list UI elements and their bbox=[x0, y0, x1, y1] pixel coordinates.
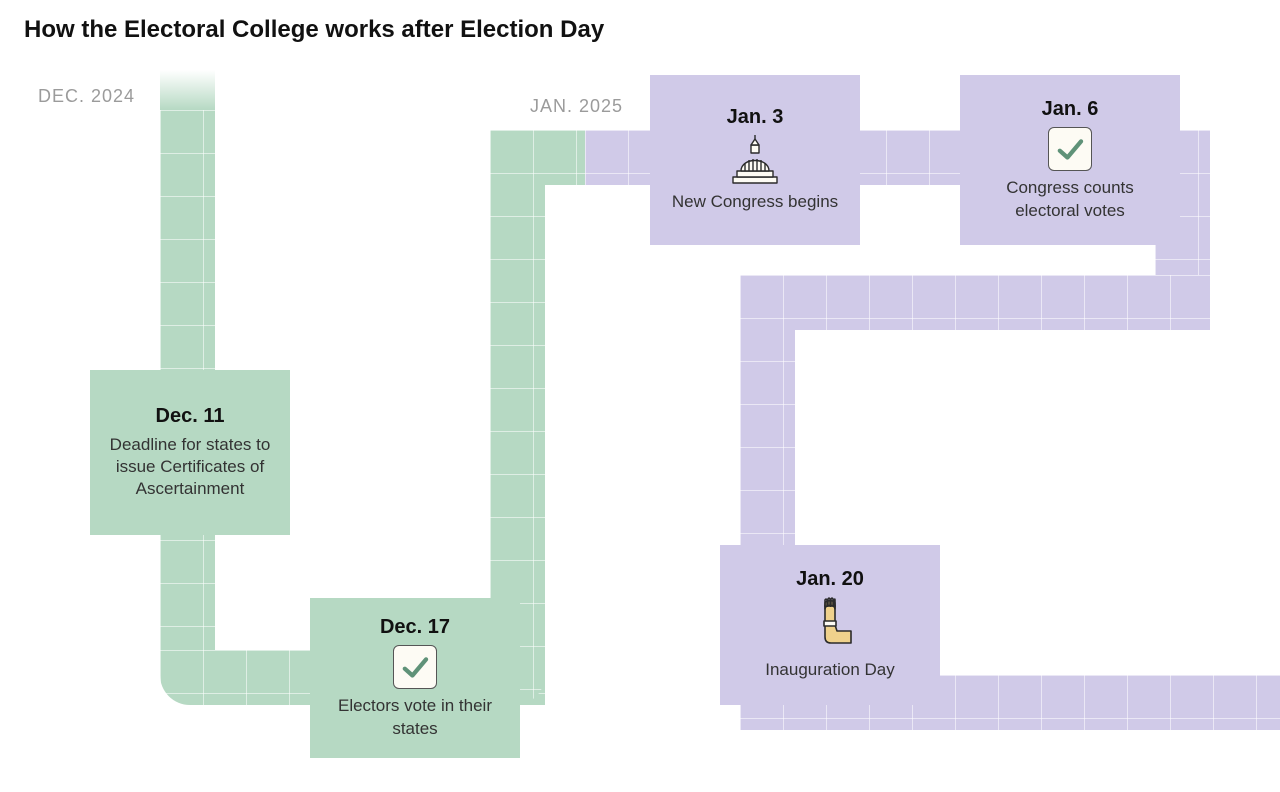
month-label-dec: DEC. 2024 bbox=[38, 86, 135, 107]
raised-arm-icon bbox=[807, 597, 853, 653]
capitol-icon bbox=[727, 135, 783, 185]
card-jan3: Jan. 3 New bbox=[650, 75, 860, 245]
card-text: New Congress begins bbox=[672, 191, 838, 213]
month-label-jan: JAN. 2025 bbox=[530, 96, 623, 117]
path-seg bbox=[160, 70, 215, 110]
path-seg bbox=[740, 275, 1210, 330]
card-jan20: Jan. 20 Inauguration Day bbox=[720, 545, 940, 705]
card-text: Electors vote in their states bbox=[328, 695, 502, 739]
card-jan6: Jan. 6 Congress counts electoral votes bbox=[960, 75, 1180, 245]
card-text: Inauguration Day bbox=[765, 659, 894, 681]
card-text: Deadline for states to issue Certificate… bbox=[108, 434, 272, 500]
card-dec17: Dec. 17 Electors vote in their states bbox=[310, 598, 520, 758]
card-date: Jan. 6 bbox=[1042, 98, 1099, 121]
check-icon bbox=[1048, 127, 1092, 171]
path-seg bbox=[490, 130, 585, 185]
card-dec11: Dec. 11 Deadline for states to issue Cer… bbox=[90, 370, 290, 535]
check-icon bbox=[393, 645, 437, 689]
card-date: Jan. 3 bbox=[727, 106, 784, 129]
card-date: Dec. 17 bbox=[380, 616, 450, 639]
card-text: Congress counts electoral votes bbox=[978, 177, 1162, 221]
card-date: Dec. 11 bbox=[156, 405, 225, 428]
card-date: Jan. 20 bbox=[796, 568, 864, 591]
flow-canvas: DEC. 2024 JAN. 2025 Dec. 11 Deadline for… bbox=[0, 0, 1280, 792]
